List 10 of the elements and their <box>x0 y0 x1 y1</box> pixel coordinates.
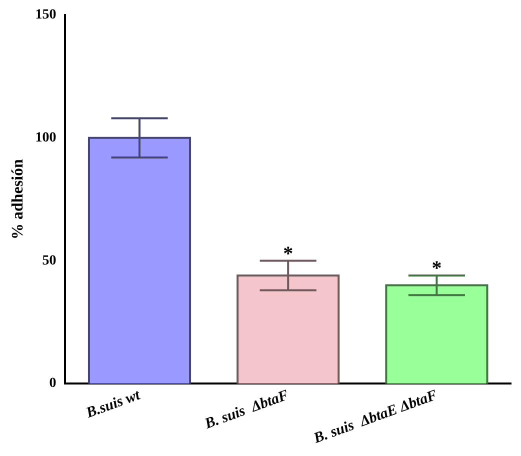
x-tick-label: B.suis wt <box>83 387 143 422</box>
y-tick-label: 0 <box>49 376 56 392</box>
y-tick-label: 100 <box>35 130 56 146</box>
x-tick-label: B. suis ΔbtaF <box>202 387 291 433</box>
annotation: * <box>283 242 294 265</box>
y-tick-label: 150 <box>35 8 56 23</box>
y-axis-title: % adhesión <box>10 158 27 240</box>
annotation: * <box>432 258 442 280</box>
y-tick-label: 50 <box>42 253 56 268</box>
x-tick-label: B. suis ΔbtaE ΔbtaF <box>310 387 440 448</box>
